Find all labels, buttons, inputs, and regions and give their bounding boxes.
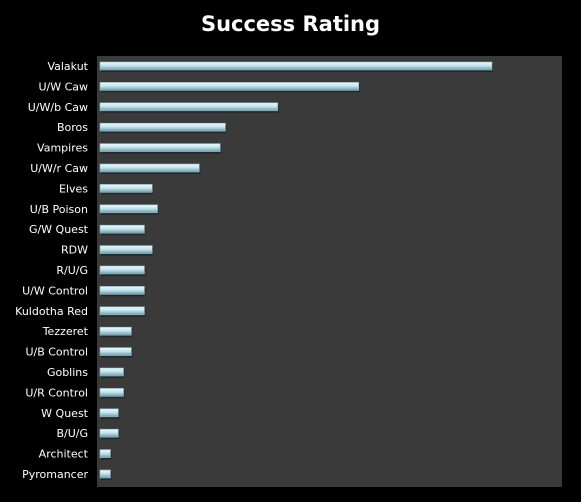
bar-u-w-r-caw	[99, 163, 200, 173]
bar-elves	[99, 184, 153, 193]
bar-u-r-control	[99, 388, 124, 397]
category-label: Valakut	[47, 60, 88, 73]
category-label: Elves	[59, 182, 88, 195]
chart-title: Success Rating	[200, 12, 381, 36]
category-label: U/W/b Caw	[28, 101, 88, 114]
bar-boros	[99, 122, 226, 132]
plot-area	[97, 56, 562, 487]
bar-u-w-caw	[99, 82, 360, 91]
bar-u-w-b-caw	[99, 102, 279, 112]
bar-rdw	[99, 245, 153, 254]
category-label: U/R Control	[25, 386, 88, 399]
category-label: U/W Control	[22, 284, 88, 297]
category-label: U/B Control	[25, 346, 88, 359]
bar-valakut	[99, 61, 493, 71]
category-label: U/B Poison	[30, 203, 88, 216]
category-label: Boros	[57, 121, 88, 134]
category-label: U/W/r Caw	[30, 162, 88, 175]
bar-vampires	[99, 143, 221, 152]
bar-tezzeret	[99, 326, 132, 336]
bar-b-u-g	[99, 428, 119, 438]
bar-u-b-control	[99, 347, 132, 356]
bar-pyromancer	[99, 469, 111, 479]
category-label: Goblins	[47, 366, 88, 379]
category-label: G/W Quest	[29, 223, 89, 236]
category-label: Pyromancer	[22, 468, 88, 481]
category-label: Tezzeret	[42, 325, 89, 338]
category-label: U/W Caw	[38, 80, 88, 93]
category-label: Architect	[39, 448, 89, 461]
bar-architect	[99, 449, 111, 458]
bar-g-w-quest	[99, 224, 145, 234]
category-label: B/U/G	[56, 427, 88, 440]
bar-u-b-poison	[99, 204, 158, 214]
category-label: Kuldotha Red	[15, 305, 88, 318]
bar-goblins	[99, 367, 124, 377]
category-label: W Quest	[41, 407, 89, 420]
bar-u-w-control	[99, 286, 145, 295]
bar-w-quest	[99, 408, 119, 418]
category-label: RDW	[61, 244, 88, 257]
bar-r-u-g	[99, 265, 145, 275]
bar-kuldotha-red	[99, 306, 145, 316]
category-label: R/U/G	[56, 264, 88, 277]
category-label: Vampires	[37, 142, 88, 155]
